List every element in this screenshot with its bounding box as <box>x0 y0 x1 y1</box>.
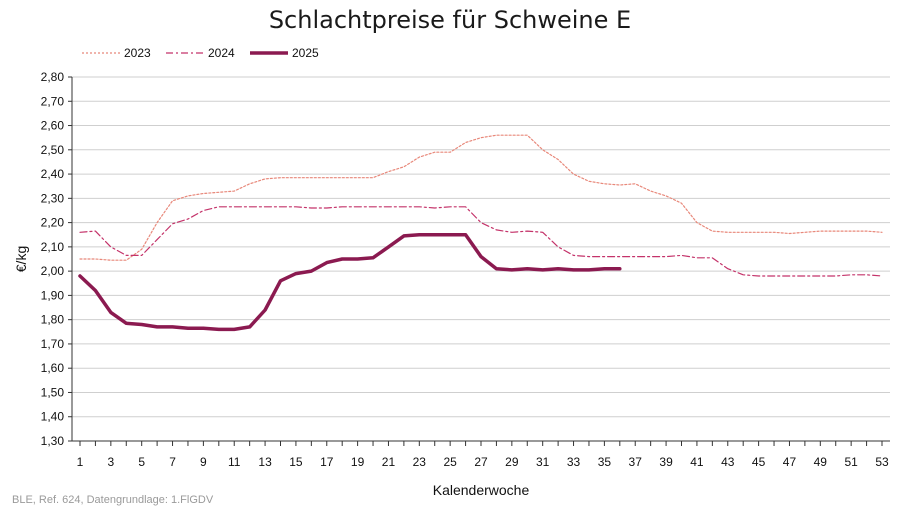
y-tick-label: 2,80 <box>41 70 65 84</box>
y-tick-label: 2,30 <box>41 191 65 205</box>
x-tick-label: 17 <box>320 455 334 469</box>
x-tick-label: 51 <box>844 455 858 469</box>
series-line-2024 <box>79 206 883 277</box>
y-tick-label: 1,90 <box>41 288 65 302</box>
series-line-2023 <box>79 134 883 261</box>
x-tick-label: 21 <box>382 455 396 469</box>
source-note: BLE, Ref. 624, Datengrundlage: 1.FlGDV <box>12 494 214 506</box>
series-line-2025 <box>78 232 622 332</box>
x-tick-label: 47 <box>783 455 797 469</box>
legend-label-2023: 2023 <box>124 46 151 60</box>
legend: 2023 2024 2025 <box>82 46 319 60</box>
x-tick-label: 53 <box>875 455 889 469</box>
y-tick-label: 1,50 <box>41 385 65 399</box>
y-tick-label: 1,30 <box>41 434 65 448</box>
x-tick-label: 23 <box>413 455 427 469</box>
y-tick-label: 2,50 <box>41 143 65 157</box>
x-tick-label: 27 <box>474 455 488 469</box>
y-tick-label: 1,70 <box>41 337 65 351</box>
y-tick-label: 2,60 <box>41 119 65 133</box>
y-tick-label: 2,70 <box>41 94 65 108</box>
x-tick-label: 29 <box>505 455 519 469</box>
x-tick-label: 41 <box>690 455 704 469</box>
x-tick-label: 33 <box>567 455 581 469</box>
x-tick-label: 1 <box>77 455 84 469</box>
y-tick-label: 1,60 <box>41 361 65 375</box>
x-tick-label: 43 <box>721 455 735 469</box>
legend-label-2024: 2024 <box>208 46 235 60</box>
x-tick-label: 3 <box>108 455 115 469</box>
x-tick-label: 19 <box>351 455 365 469</box>
x-tick-label: 5 <box>138 455 145 469</box>
x-tick-label: 31 <box>536 455 550 469</box>
y-tick-label: 2,20 <box>41 216 65 230</box>
x-tick-label: 49 <box>814 455 828 469</box>
y-tick-label: 1,40 <box>41 410 65 424</box>
x-tick-label: 9 <box>200 455 207 469</box>
axes <box>68 76 890 446</box>
y-tick-label: 2,40 <box>41 167 65 181</box>
y-tick-label: 2,10 <box>41 240 65 254</box>
y-axis-label: €/kg <box>13 246 29 272</box>
x-tick-labels: 1 3 5 7 9 11 13 15 17 19 21 23 25 27 29 31 33 35 37 39 41 43 4… <box>77 455 889 469</box>
x-tick-label: 15 <box>289 455 303 469</box>
y-tick-labels: 1,30 1,40 1,50 1,60 1,70 1,80 1,90 2,00 2,10 2,20… <box>41 70 65 448</box>
x-tick-label: 25 <box>443 455 457 469</box>
y-tick-label: 2,00 <box>41 264 65 278</box>
x-tick-label: 13 <box>258 455 272 469</box>
x-tick-label: 35 <box>598 455 612 469</box>
gridlines <box>72 76 890 442</box>
x-axis-label: Kalenderwoche <box>433 482 530 498</box>
y-tick-label: 1,80 <box>41 313 65 327</box>
legend-label-2025: 2025 <box>292 46 319 60</box>
x-tick-label: 39 <box>659 455 673 469</box>
x-tick-label: 7 <box>169 455 176 469</box>
x-tick-label: 45 <box>752 455 766 469</box>
x-tick-label: 37 <box>629 455 643 469</box>
chart-title: Schlachtpreise für Schweine E <box>268 6 632 34</box>
x-tick-label: 11 <box>228 455 241 469</box>
series-lines <box>78 134 883 332</box>
